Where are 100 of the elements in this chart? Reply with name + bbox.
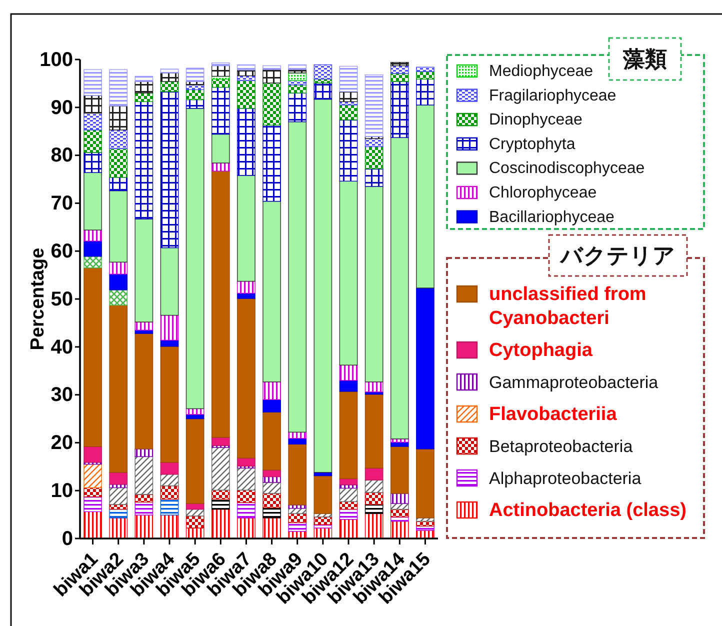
bar [416, 104, 434, 288]
bar [314, 64, 332, 80]
bar [186, 84, 204, 90]
bar [339, 66, 358, 92]
y-axis-title: Percentage [28, 248, 48, 350]
bar [416, 78, 434, 106]
bar [262, 69, 281, 84]
bar [134, 456, 154, 495]
bar [84, 230, 102, 242]
bar [237, 502, 256, 518]
bar [288, 92, 307, 122]
bar [84, 112, 102, 130]
bar [211, 78, 230, 88]
y-tick-label: 90 [50, 96, 73, 119]
bar [262, 507, 281, 518]
bar [416, 448, 434, 518]
bar [364, 468, 384, 480]
bar [288, 84, 307, 94]
bar [262, 493, 281, 508]
bar [186, 508, 204, 516]
bar [262, 124, 281, 202]
bar [364, 513, 384, 539]
bar [84, 152, 102, 173]
bar [160, 474, 179, 486]
bar [390, 81, 409, 138]
y-tick-label: 40 [50, 336, 73, 358]
bar [237, 298, 256, 458]
bar [364, 480, 384, 493]
bar [160, 340, 179, 347]
bar [364, 504, 384, 514]
bar [134, 101, 154, 220]
bar [237, 280, 256, 294]
bar [211, 134, 230, 164]
bar [84, 487, 102, 498]
bar [84, 130, 102, 153]
bar [339, 380, 358, 392]
bar [186, 68, 204, 82]
legend-label: Alphaproteobacteria [489, 468, 642, 488]
bar [186, 89, 204, 100]
bar [211, 162, 230, 172]
bar [339, 508, 358, 520]
bar [84, 464, 102, 488]
bar [339, 488, 358, 502]
bar [134, 81, 154, 94]
bar [211, 508, 230, 539]
bar [160, 91, 179, 248]
bar [237, 458, 256, 467]
legend-label: Bacillariophyceae [489, 208, 615, 226]
bar [262, 482, 281, 494]
bar [109, 106, 128, 130]
bar [364, 382, 384, 392]
bar [134, 218, 154, 322]
bar [109, 274, 128, 290]
bar [160, 498, 179, 516]
bar [416, 520, 434, 526]
bar [84, 256, 102, 268]
bar [314, 82, 332, 100]
bar [160, 462, 179, 475]
bar [237, 490, 256, 503]
legend-label: Mediophyceae [489, 62, 594, 80]
bar [160, 68, 179, 74]
bar [288, 444, 307, 506]
bar [390, 62, 409, 66]
bar [237, 75, 256, 81]
bar [160, 247, 179, 316]
bar [160, 346, 179, 463]
bar [160, 314, 179, 341]
bar [109, 148, 128, 178]
bar [160, 485, 179, 500]
bar [339, 104, 358, 120]
bar [109, 304, 128, 473]
bar [160, 81, 179, 92]
bar [109, 290, 128, 306]
bar [288, 522, 307, 532]
bar [186, 108, 204, 410]
bar [134, 92, 154, 102]
bar [109, 508, 128, 518]
bar [390, 446, 409, 494]
bar [84, 496, 102, 512]
bar [364, 492, 384, 505]
y-tick-label: 60 [50, 240, 73, 262]
bar [237, 292, 256, 299]
y-tick-label: 20 [50, 432, 73, 454]
bar [211, 437, 230, 446]
bar [339, 364, 358, 381]
bar [262, 518, 281, 539]
y-tick-label: 100 [40, 48, 73, 71]
bar [339, 180, 358, 366]
bar [211, 490, 230, 500]
bar [288, 438, 307, 444]
bar [390, 493, 409, 504]
bar [364, 394, 384, 468]
bar [262, 65, 281, 70]
legend-label: Cytophagia [489, 340, 593, 360]
bar [288, 508, 307, 514]
bar [109, 487, 128, 505]
bar [288, 64, 307, 70]
bar [211, 170, 230, 438]
bar [262, 399, 281, 412]
bar [109, 69, 128, 106]
